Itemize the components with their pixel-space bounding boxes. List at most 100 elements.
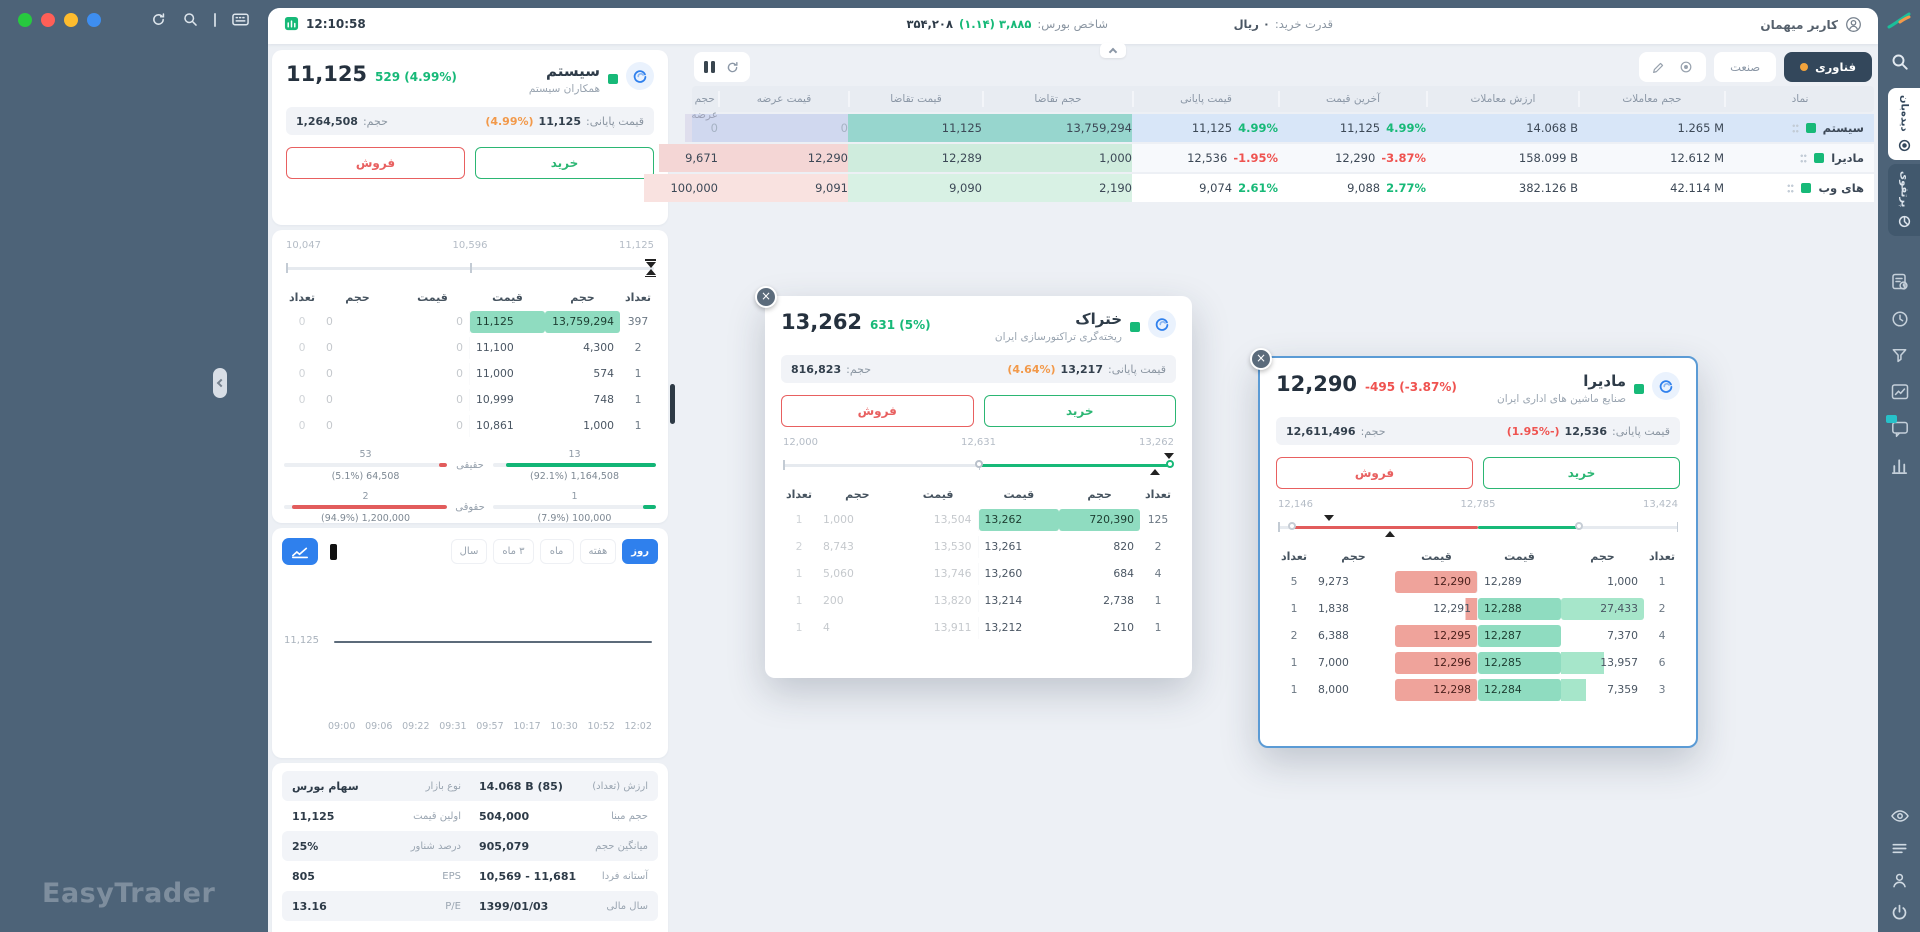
orderbook-row[interactable]: 1 2,738 13,214 13,820 200 1 (781, 587, 1176, 614)
price-level-cell[interactable]: 11,100 (476, 341, 514, 354)
close-icon[interactable]: × (755, 286, 777, 308)
candlestick-toggle-icon[interactable] (330, 539, 337, 564)
buy-button[interactable]: خرید (983, 395, 1176, 427)
watchlist-row[interactable]: سیستم 1.265 M 14.068 B 11,125 4.99% 11,125 4.9… (684, 114, 1874, 142)
sell-button[interactable]: فروش (1276, 457, 1473, 489)
price-level-cell[interactable]: 12,290 (1395, 570, 1478, 593)
timeframe-active[interactable]: روز (622, 539, 658, 564)
scrollbar-handle[interactable] (670, 384, 675, 424)
price-range-slider[interactable] (1276, 515, 1680, 537)
price-chart[interactable]: 11,125 (282, 571, 658, 721)
traffic-light-blue[interactable] (87, 13, 101, 27)
price-level-cell[interactable]: 0 (395, 363, 470, 385)
traffic-light-red[interactable] (41, 13, 55, 27)
menu-list-icon[interactable] (1890, 839, 1910, 858)
orderbook-row[interactable]: 125 720,390 13,262 13,504 1,000 1 (781, 506, 1176, 533)
tab-watchlist[interactable]: دیده‌بان (1888, 88, 1920, 160)
search-icon[interactable] (1890, 52, 1910, 72)
price-level-cell[interactable]: 12,296 (1395, 651, 1478, 674)
chart-type-button[interactable] (282, 538, 318, 565)
timeframe-button[interactable]: ماه (539, 539, 574, 564)
orderbook-row[interactable]: 1 210 13,212 13,911 4 1 (781, 614, 1176, 641)
timeframe-button[interactable]: هفته (579, 539, 617, 564)
hourglass-marker[interactable] (645, 259, 656, 277)
orderbook-row[interactable]: 1 1,000 12,289 12,290 9,273 5 (1276, 568, 1680, 595)
company-logo-icon[interactable] (626, 62, 654, 90)
drag-handle-icon[interactable] (1787, 182, 1795, 194)
buy-button[interactable]: خرید (475, 147, 654, 179)
refresh-icon[interactable] (725, 60, 740, 75)
drag-handle-icon[interactable] (1791, 122, 1799, 134)
timeframe-button[interactable]: ۳ ماه (493, 539, 534, 564)
price-level-cell[interactable]: 12,285 (1478, 651, 1561, 674)
price-level-cell[interactable]: 0 (395, 415, 470, 437)
column-header[interactable]: حجم تقاضا (982, 91, 1132, 107)
reload-icon[interactable] (150, 11, 167, 28)
price-level-cell[interactable]: 13,504 (898, 508, 979, 531)
price-level-cell[interactable]: 11,125 (470, 311, 545, 333)
orderbook-row[interactable]: 4 684 13,260 13,746 5,060 1 (781, 560, 1176, 587)
price-level-cell[interactable]: 12,295 (1395, 624, 1478, 647)
price-level-cell[interactable]: 13,261 (984, 539, 1023, 553)
price-level-cell[interactable]: 12,284 (1478, 678, 1561, 701)
price-level-cell[interactable]: 12,287 (1478, 624, 1561, 647)
price-range-slider[interactable] (781, 453, 1176, 475)
price-level-cell[interactable]: 10,861 (476, 419, 514, 432)
close-icon[interactable]: × (1250, 348, 1272, 370)
price-level-cell[interactable]: 11,000 (476, 367, 514, 380)
price-level-cell[interactable]: 13,260 (984, 566, 1023, 580)
power-icon[interactable] (1890, 903, 1910, 922)
buy-button[interactable]: خرید (1483, 457, 1680, 489)
watch-eye-icon[interactable] (1890, 806, 1910, 826)
company-logo-icon[interactable] (1652, 372, 1680, 400)
history-icon[interactable] (1890, 309, 1910, 329)
tab-portfolio[interactable]: پرتفوی (1888, 164, 1920, 236)
target-icon[interactable] (1678, 59, 1694, 75)
price-level-cell[interactable]: 13,911 (898, 616, 979, 639)
orderbook-row[interactable]: 2 820 13,261 13,530 8,743 2 (781, 533, 1176, 560)
drag-handle-icon[interactable] (1800, 152, 1808, 164)
market-depth-icon[interactable] (1890, 456, 1910, 475)
market-tab-active[interactable]: فناوری (1784, 52, 1872, 82)
orders-icon[interactable] (1890, 272, 1910, 292)
price-range-slider[interactable] (284, 259, 656, 277)
company-logo-icon[interactable] (1148, 310, 1176, 338)
profile-icon[interactable] (1890, 871, 1910, 890)
price-level-cell[interactable]: 12,288 (1478, 597, 1561, 620)
price-level-cell[interactable]: 13,820 (898, 589, 979, 612)
collapse-header-button[interactable] (1100, 43, 1126, 58)
price-level-cell[interactable]: 0 (395, 389, 470, 411)
traffic-light-green[interactable] (18, 13, 32, 27)
orderbook-row[interactable]: 1 748 10,999 0 0 0 (284, 387, 656, 413)
price-level-cell[interactable]: 13,262 (978, 508, 1060, 531)
orderbook-row[interactable]: 3 7,359 12,284 12,298 8,000 1 (1276, 676, 1680, 703)
price-level-cell[interactable]: 12,291 (1395, 597, 1478, 620)
price-level-cell[interactable]: 13,214 (984, 593, 1023, 607)
filter-icon[interactable] (1890, 346, 1910, 365)
market-tab-industry[interactable]: صنعت (1714, 52, 1777, 82)
chart-icon[interactable] (1890, 382, 1910, 402)
sell-button[interactable]: فروش (781, 395, 974, 427)
column-header[interactable]: نماد (1724, 91, 1874, 107)
brand-logo-icon[interactable] (1886, 10, 1912, 32)
price-level-cell[interactable]: 0 (395, 311, 470, 333)
sell-button[interactable]: فروش (286, 147, 465, 179)
panel-icon[interactable] (231, 11, 250, 28)
search-icon[interactable] (182, 11, 199, 28)
orderbook-row[interactable]: 4 7,370 12,287 12,295 6,388 2 (1276, 622, 1680, 649)
column-header[interactable]: قیمت پایانی (1132, 91, 1278, 107)
price-level-cell[interactable]: 12,298 (1395, 678, 1478, 701)
orderbook-row[interactable]: 1 1,000 10,861 0 0 0 (284, 413, 656, 439)
price-level-cell[interactable]: 13,746 (898, 562, 979, 585)
column-header[interactable]: حجم معاملات (1578, 91, 1724, 107)
column-header[interactable]: ارزش معاملات (1426, 91, 1578, 107)
messages-icon[interactable] (1886, 415, 1910, 439)
traffic-light-yellow[interactable] (64, 13, 78, 27)
orderbook-row[interactable]: 1 574 11,000 0 0 0 (284, 361, 656, 387)
orderbook-row[interactable]: 2 27,433 12,288 12,291 1,838 1 (1276, 595, 1680, 622)
columns-icon[interactable] (704, 61, 715, 73)
panel-collapse-handle[interactable] (213, 368, 227, 398)
buying-power[interactable]: قدرت خرید: ۰ ریال (1234, 17, 1333, 31)
watchlist-row[interactable]: مادیرا 12.612 M 158.099 B 12,290 -3.87% 12,53… (659, 144, 1874, 172)
user-menu[interactable]: کاربر میهمان (1760, 16, 1862, 33)
